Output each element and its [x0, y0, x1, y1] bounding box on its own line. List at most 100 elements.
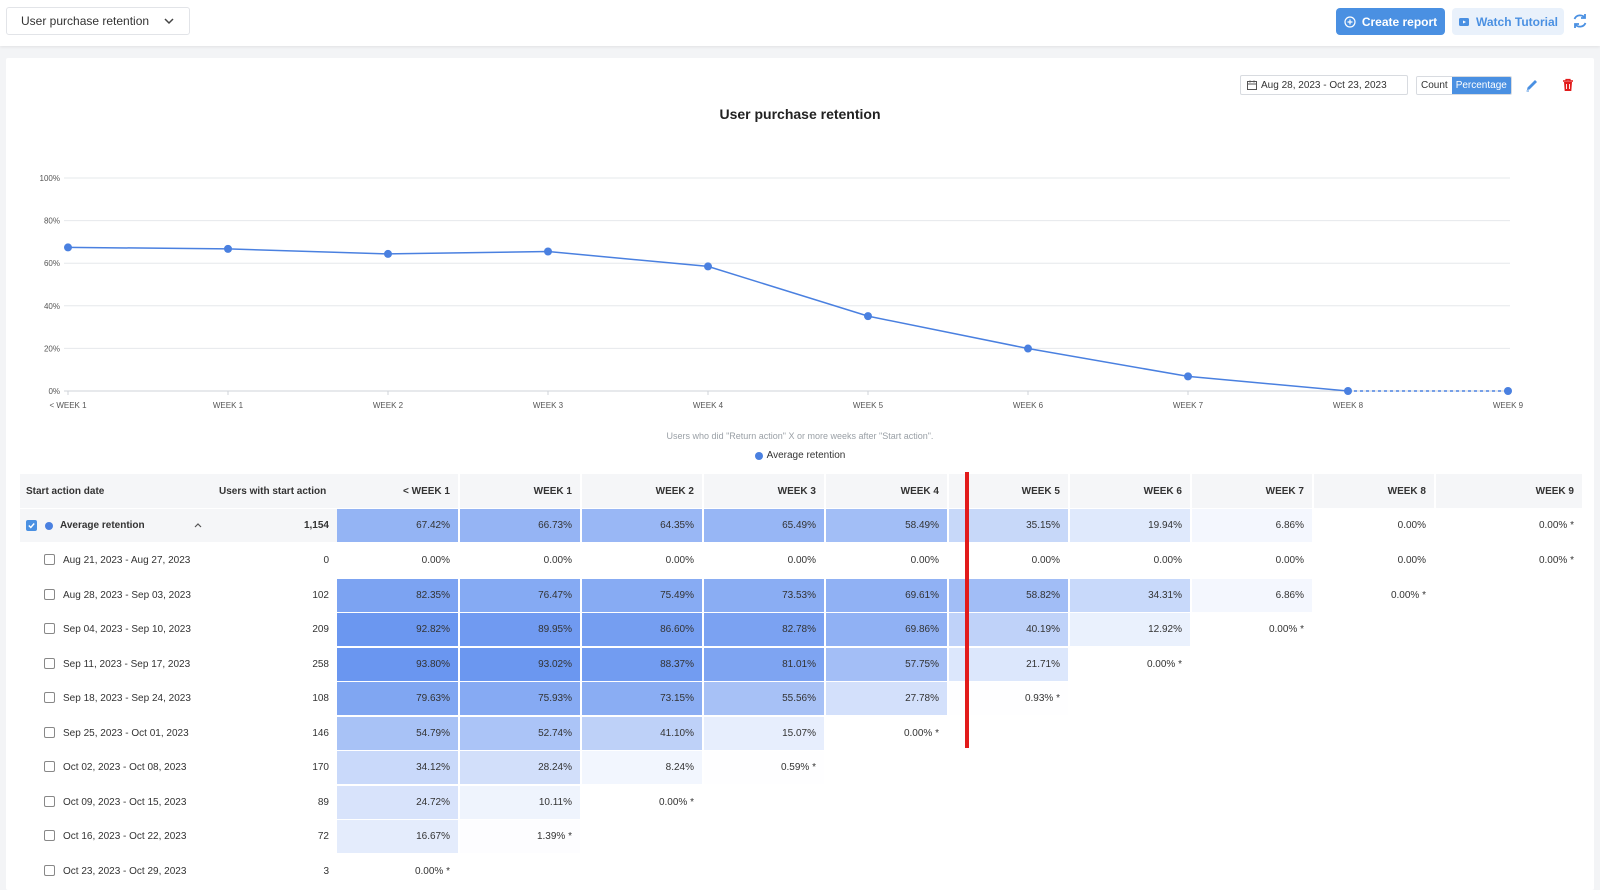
- refresh-icon[interactable]: [1570, 11, 1590, 31]
- cohort-row-checkbox[interactable]: [44, 864, 55, 876]
- plus-circle-icon: [1344, 15, 1356, 28]
- report-selector[interactable]: User purchase retention: [6, 7, 190, 35]
- retention-cell: 79.63%: [337, 682, 458, 715]
- x-tick-label: WEEK 8: [1333, 401, 1364, 410]
- average-retention-checkbox[interactable]: [26, 520, 37, 531]
- average-users-count: 1,154: [213, 509, 337, 542]
- column-header-week: < WEEK 1: [337, 474, 458, 508]
- cohort-row-checkbox[interactable]: [44, 588, 55, 600]
- legend-marker: [754, 451, 763, 460]
- retention-cell: 81.01%: [704, 647, 824, 681]
- cohort-row-label: Sep 25, 2023 - Oct 01, 2023: [20, 717, 213, 750]
- average-retention-row-label[interactable]: Average retention: [20, 509, 213, 542]
- report-selector-label: User purchase retention: [21, 14, 150, 28]
- cohort-row-checkbox[interactable]: [44, 830, 55, 841]
- retention-cell: 15.07%: [704, 716, 824, 750]
- x-tick-label: < WEEK 1: [49, 401, 87, 410]
- retention-cell: 0.00%: [1192, 544, 1312, 577]
- date-range-text: Aug 28, 2023 - Oct 23, 2023: [1261, 79, 1387, 91]
- y-tick-label: 60%: [44, 259, 60, 268]
- top-bar: User purchase retention Create report Wa…: [0, 0, 1600, 46]
- y-tick-label: 100%: [40, 174, 60, 183]
- retention-cell: 6.86%: [1192, 509, 1312, 542]
- column-header-date: Start action date: [20, 474, 213, 508]
- cohort-users-count: 108: [312, 693, 329, 704]
- date-range-picker[interactable]: Aug 28, 2023 - Oct 23, 2023: [1240, 75, 1408, 95]
- retention-cell: 82.35%: [337, 578, 458, 612]
- retention-cell: 73.15%: [582, 682, 702, 715]
- cohort-row-checkbox[interactable]: [44, 657, 55, 669]
- x-tick-label: WEEK 4: [693, 401, 724, 410]
- trash-icon[interactable]: [1560, 77, 1576, 93]
- retention-cell: 65.49%: [704, 509, 824, 542]
- retention-cell: 28.24%: [460, 751, 580, 784]
- retention-cell: 75.93%: [460, 682, 580, 715]
- y-tick-label: 40%: [44, 302, 60, 311]
- retention-cell: 0.00%: [1070, 544, 1190, 577]
- retention-cell: 34.12%: [337, 751, 458, 784]
- x-tick-label: WEEK 6: [1013, 401, 1044, 410]
- cohort-date-range: Sep 18, 2023 - Sep 24, 2023: [63, 693, 191, 704]
- x-tick-label: WEEK 1: [213, 401, 244, 410]
- cohort-date-range: Sep 11, 2023 - Sep 17, 2023: [63, 658, 191, 670]
- cohort-row-checkbox[interactable]: [44, 692, 55, 703]
- data-point: [384, 249, 392, 258]
- retention-cell: 8.24%: [582, 751, 702, 784]
- count-option[interactable]: Count: [1417, 77, 1452, 94]
- cohort-date-range: Oct 09, 2023 - Oct 15, 2023: [63, 796, 187, 808]
- cohort-row-checkbox[interactable]: [44, 623, 55, 634]
- legend-label: Average retention: [766, 450, 846, 461]
- create-report-button[interactable]: Create report: [1336, 8, 1445, 35]
- retention-cell: 67.42%: [337, 509, 458, 542]
- cohort-users-count: 102: [312, 589, 329, 601]
- cohort-users-count: 209: [312, 624, 329, 635]
- retention-cell: 0.59% *: [704, 751, 824, 784]
- data-point: [64, 243, 72, 252]
- cohort-row-label: Oct 23, 2023 - Oct 29, 2023: [20, 855, 213, 888]
- retention-cell: 1.39% *: [460, 820, 580, 853]
- y-tick-label: 80%: [44, 217, 60, 226]
- cohort-row-label: Sep 18, 2023 - Sep 24, 2023: [20, 682, 213, 715]
- retention-cell: 34.31%: [1070, 578, 1190, 612]
- retention-cell: 12.92%: [1070, 613, 1190, 646]
- chevron-up-icon[interactable]: [193, 520, 203, 533]
- chart-title: User purchase retention: [719, 106, 881, 122]
- watch-tutorial-button[interactable]: Watch Tutorial: [1452, 8, 1564, 35]
- retention-cell: 0.00% *: [1436, 509, 1582, 542]
- retention-cell: 0.00%: [337, 544, 458, 577]
- retention-cell: 54.79%: [337, 716, 458, 750]
- column-header-week: WEEK 6: [1070, 474, 1190, 508]
- column-header-week: WEEK 1: [460, 474, 580, 508]
- retention-cell: 10.11%: [460, 785, 580, 819]
- retention-cell: 88.37%: [582, 647, 702, 681]
- data-point: [1344, 387, 1352, 395]
- x-tick-label: WEEK 2: [373, 401, 404, 410]
- retention-line-chart: 0% 20% 40% 60% 80% 100% < WEEK 1 WEEK 1 WEEK 2 WE…: [40, 174, 1524, 410]
- cohort-row-checkbox[interactable]: [44, 554, 55, 565]
- count-percentage-toggle: Count Percentage: [1416, 76, 1512, 95]
- cohort-users-count: 170: [312, 762, 329, 773]
- cohort-date-range: Aug 28, 2023 - Sep 03, 2023: [63, 589, 191, 601]
- pencil-icon[interactable]: [1524, 77, 1540, 93]
- retention-cell: 16.67%: [337, 820, 458, 853]
- cohort-row-label: Sep 11, 2023 - Sep 17, 2023: [20, 648, 213, 681]
- cohort-row-checkbox[interactable]: [44, 761, 55, 772]
- retention-cell: 69.86%: [826, 613, 947, 646]
- cohort-row-label: Oct 16, 2023 - Oct 22, 2023: [20, 820, 213, 853]
- retention-cell: 82.78%: [704, 613, 824, 646]
- create-report-label: Create report: [1361, 14, 1438, 29]
- retention-cell: 93.02%: [460, 647, 580, 681]
- retention-cell: 64.35%: [582, 509, 702, 542]
- retention-cell: 89.95%: [460, 613, 580, 646]
- y-tick-label: 20%: [44, 344, 60, 353]
- cohort-date-range: Aug 21, 2023 - Aug 27, 2023: [63, 555, 191, 566]
- retention-cell: 0.00% *: [582, 785, 702, 819]
- cohort-row-checkbox[interactable]: [44, 795, 55, 807]
- cohort-row-checkbox[interactable]: [44, 726, 55, 738]
- x-tick-label: WEEK 3: [533, 401, 564, 410]
- retention-cell: 0.00% *: [1314, 578, 1434, 612]
- retention-cell: 69.61%: [826, 578, 947, 612]
- chart-legend[interactable]: Average retention: [0, 450, 1600, 461]
- retention-cell: 6.86%: [1192, 578, 1312, 612]
- percentage-option[interactable]: Percentage: [1451, 77, 1511, 94]
